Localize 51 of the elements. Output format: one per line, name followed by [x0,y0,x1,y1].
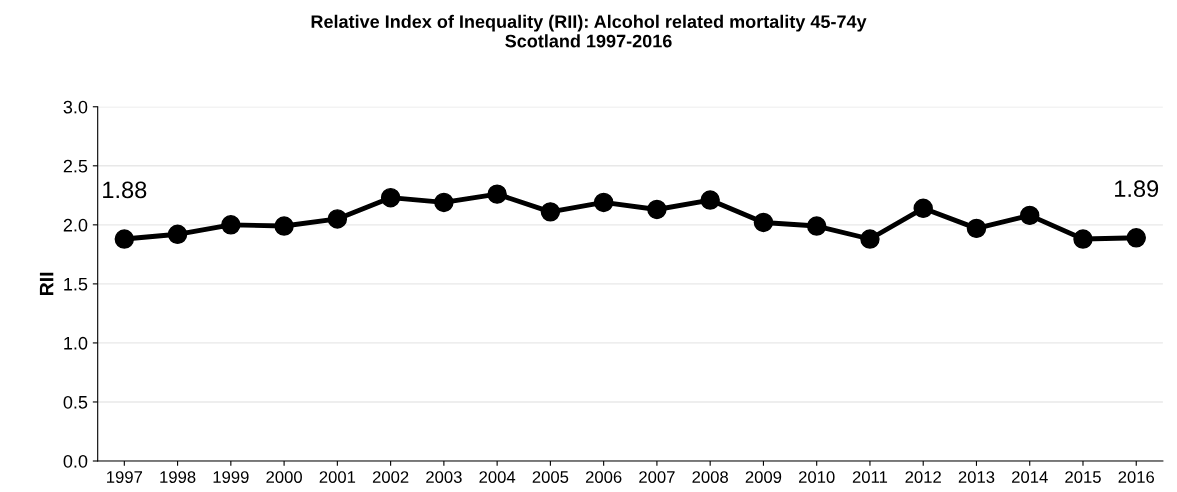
x-tick-label: 2007 [639,471,675,483]
point [913,198,933,219]
point [1073,229,1093,249]
x-tick-label: 2012 [905,471,941,483]
x-tick-label: 2010 [798,471,835,483]
y-tick-label: 1.0 [64,336,88,350]
x-tick-label: 2013 [958,471,995,483]
x-tick-label: 2014 [1012,471,1048,483]
point [700,190,720,210]
y-tick-label: 2.0 [63,218,88,232]
x-tick-label: 2000 [266,471,302,483]
point [487,184,507,204]
point [114,229,135,249]
data-label: 1.88 [103,181,147,199]
x-tick-label: 2004 [479,471,516,483]
x-tick-label: 2001 [319,471,356,483]
x-tick-label: 2016 [1118,471,1155,483]
y-axis-title: RII [39,272,54,296]
x-tick-label: 1997 [107,471,143,483]
x-tick-label: 1999 [213,471,249,483]
point [753,212,774,233]
point [860,229,880,249]
y-tick-label: 3.0 [63,100,88,114]
y-tick-label: 1.5 [64,278,88,291]
point [327,209,348,229]
point [380,187,401,208]
x-tick-label: 1998 [160,471,196,483]
x-tick-label: 2009 [745,471,782,483]
data-label: 1.89 [1115,180,1159,198]
chart-title: Relative Index of Inequality (RII): Alcohol related mortality 45-74y Scotland 1997-2016 [311,14,867,48]
point [1020,205,1040,226]
point [806,216,827,236]
point [434,192,454,213]
x-tick-label: 2008 [692,471,728,483]
point [540,202,561,222]
point [274,216,294,236]
x-tick-label: 2011 [852,471,888,483]
point [966,218,987,239]
x-tick-label: 2003 [426,471,462,483]
x-tick-label: 2006 [585,471,622,483]
point [593,192,614,213]
x-tick-label: 2005 [532,471,569,483]
x-tick-label: 2015 [1065,471,1101,483]
x-tick-label: 2002 [372,471,409,483]
y-tick-label: 0.0 [63,454,88,468]
point [1126,228,1146,248]
point [221,215,241,235]
y-tick-label: 2.5 [63,159,88,173]
point [167,224,188,245]
point [647,199,667,220]
y-tick-label: 0.5 [63,395,88,409]
